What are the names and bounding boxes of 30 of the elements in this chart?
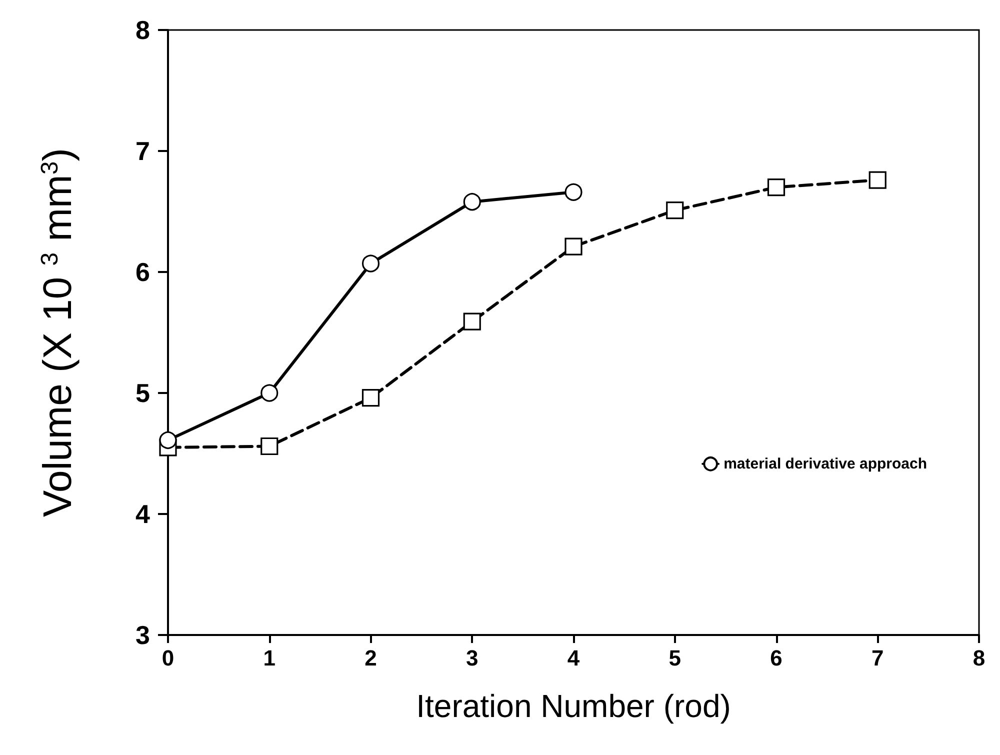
y-tick-label: 5 (136, 378, 150, 408)
x-axis-title: Iteration Number (rod) (416, 688, 731, 724)
legend-label: material derivative approach (724, 455, 928, 472)
point (564, 238, 582, 256)
x-tick-label: 6 (770, 646, 782, 670)
point (159, 431, 177, 449)
x-tick-label: 1 (263, 646, 276, 670)
x-tick-label: 3 (466, 646, 478, 670)
x-tick-label: 4 (567, 646, 580, 670)
point (362, 389, 380, 407)
y-tick-label: 7 (136, 136, 150, 166)
x-tick-label: 8 (972, 646, 986, 670)
x-tick-label: 5 (668, 646, 681, 670)
x-tick-label: 7 (872, 646, 884, 670)
y-axis-title: Volume (X 10 3 mm3) (36, 148, 80, 518)
point (260, 437, 278, 456)
x-tick-label: 2 (364, 646, 377, 670)
x-tick-label: 0 (162, 646, 174, 670)
y-tick-label: 6 (136, 257, 150, 287)
point (463, 193, 481, 211)
y-tick-label: 8 (136, 15, 150, 45)
point (362, 254, 380, 272)
point (463, 312, 481, 330)
point (260, 384, 278, 402)
y-tick-label: 3 (136, 620, 150, 650)
y-tick-label: 4 (136, 499, 151, 529)
point (666, 201, 684, 220)
point (564, 183, 582, 201)
point (767, 178, 786, 196)
point (868, 171, 886, 189)
